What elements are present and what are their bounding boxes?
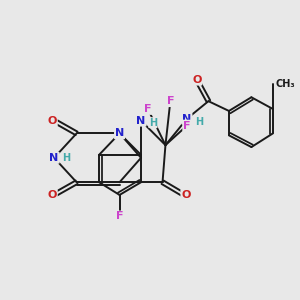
Text: O: O (192, 75, 201, 85)
Text: O: O (181, 190, 191, 200)
Text: N: N (182, 114, 192, 124)
Text: O: O (47, 190, 57, 200)
Text: N: N (136, 116, 146, 126)
Text: F: F (144, 104, 152, 114)
Text: N: N (115, 128, 124, 138)
Text: H: H (62, 153, 70, 163)
Text: O: O (47, 116, 57, 126)
Text: F: F (167, 96, 174, 106)
Text: F: F (116, 212, 123, 221)
Text: F: F (183, 121, 191, 130)
Text: CH₃: CH₃ (276, 79, 296, 88)
Text: H: H (149, 118, 157, 128)
Text: N: N (50, 153, 59, 163)
Text: H: H (195, 117, 203, 127)
